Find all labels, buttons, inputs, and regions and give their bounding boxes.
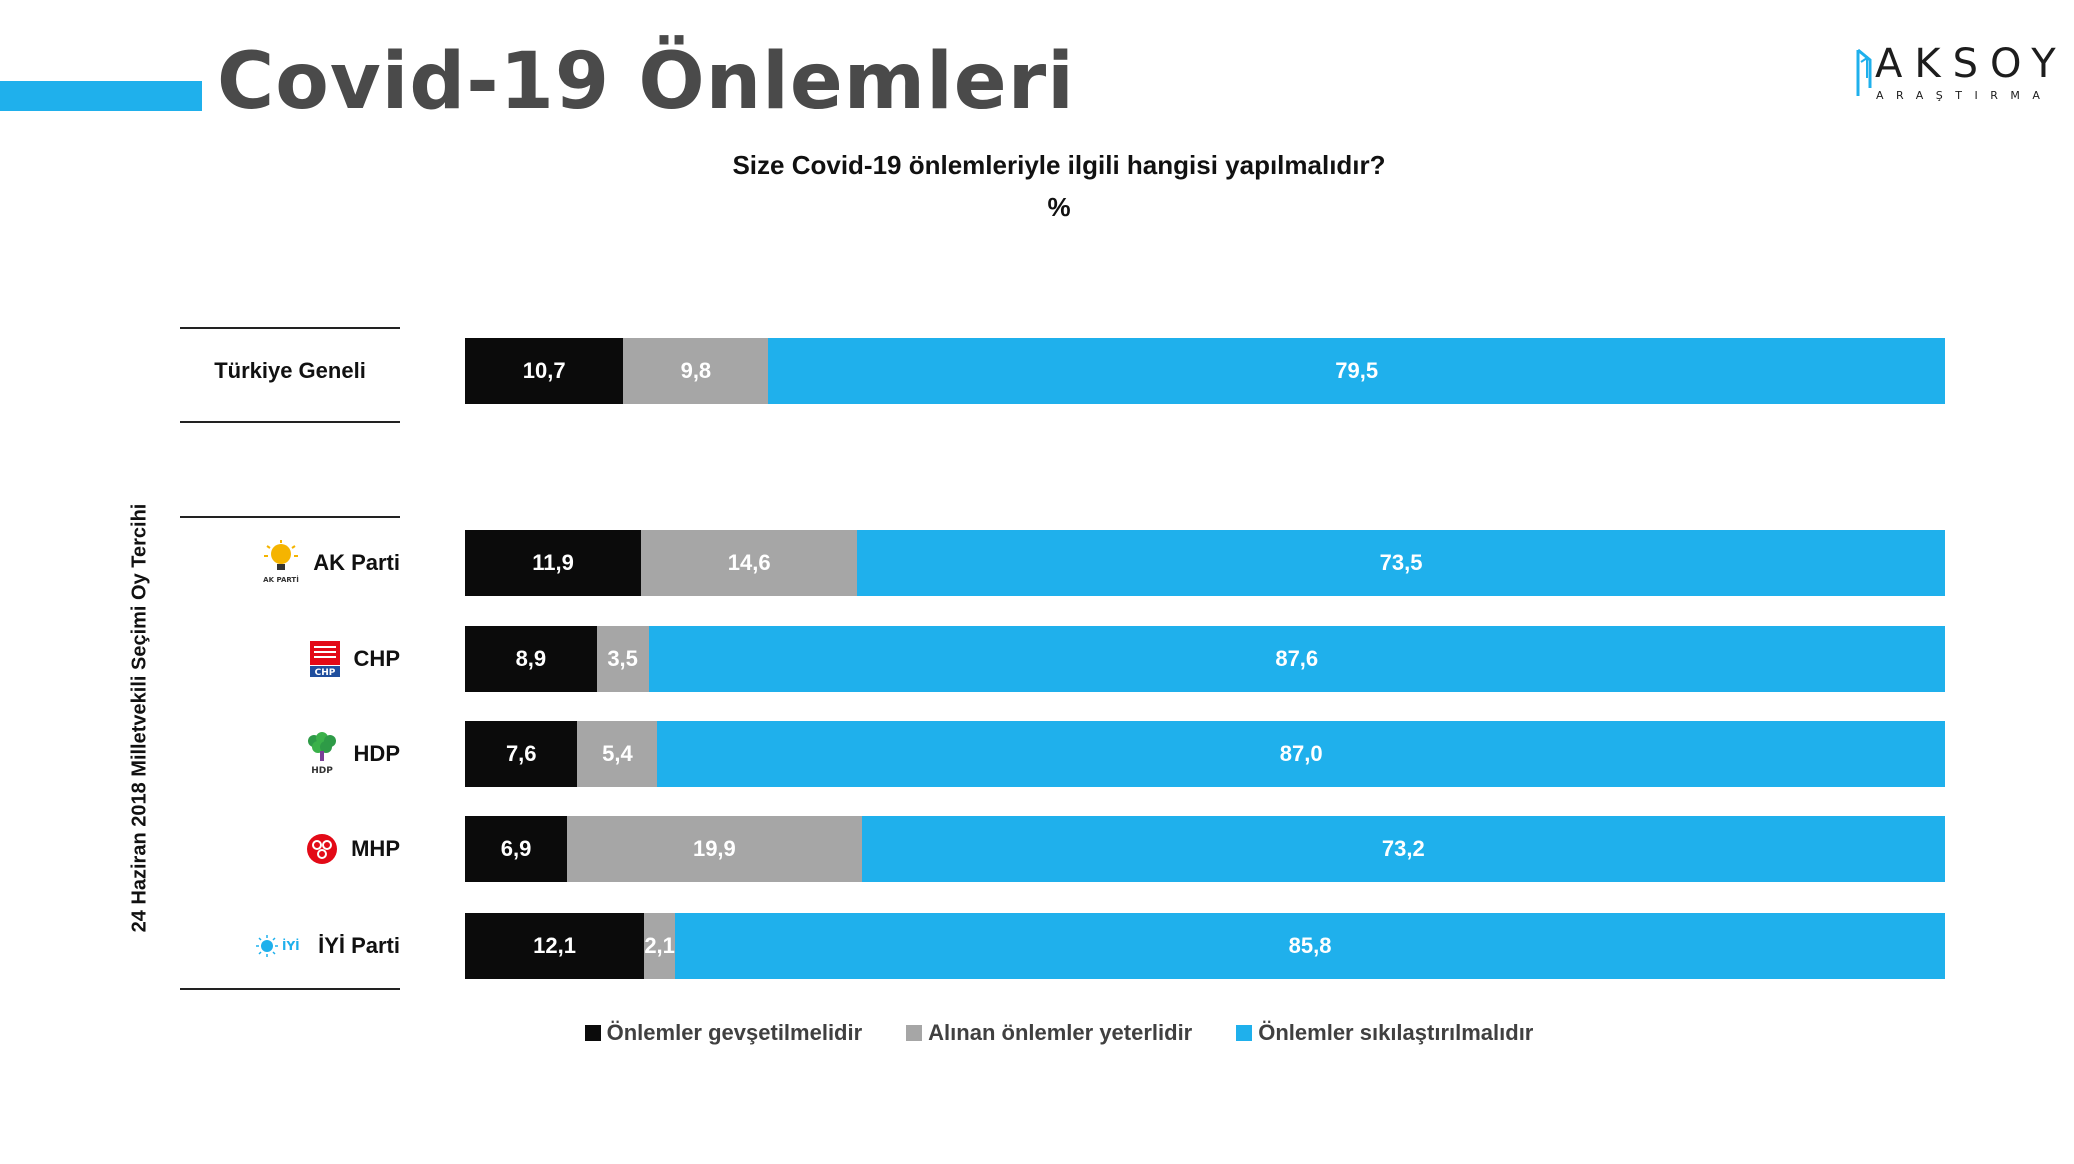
category-label-text: İYİ Parti (318, 933, 400, 958)
svg-text:İYİ: İYİ (282, 938, 300, 953)
category-label: CHP CHP (180, 626, 400, 692)
divider-line (180, 327, 400, 329)
bar-row: 12,1 2,1 85,8 (465, 913, 1945, 979)
data-label: 6,9 (500, 836, 532, 861)
category-label-text: CHP (353, 646, 400, 671)
data-label: 73,2 (1381, 836, 1425, 861)
bar-segment: 2,1 (644, 913, 676, 979)
title-accent-bar (0, 81, 202, 111)
data-label: 7,6 (505, 741, 537, 766)
data-label: 73,5 (1379, 550, 1423, 575)
divider-line (180, 988, 400, 990)
category-label-text: Türkiye Geneli (214, 358, 366, 383)
bar-row: 8,9 3,5 87,6 (465, 626, 1945, 692)
bar-segment: 10,7 (465, 338, 624, 404)
data-label: 3,5 (607, 646, 638, 671)
bar-segment: 79,5 (768, 338, 1945, 404)
category-label: MHP (180, 816, 400, 882)
legend-swatch (584, 1025, 601, 1041)
category-label: AK PARTİ AK Parti (180, 530, 400, 596)
brand-subtitle: ARAŞTIRMA (1876, 89, 2053, 102)
legend-swatch (1236, 1025, 1253, 1041)
legend-item: Önlemler sıkılaştırılmalıdır (1236, 1020, 1533, 1046)
bar-segment: 87,6 (648, 626, 1945, 692)
data-label: 8,9 (515, 646, 547, 671)
data-label: 2,1 (644, 933, 675, 958)
data-label: 87,6 (1275, 646, 1319, 671)
data-label: 85,8 (1288, 933, 1332, 958)
brand-name: AKSOY (1875, 41, 2068, 87)
data-label: 19,9 (692, 836, 736, 861)
chart-legend: Önlemler gevşetilmelidir Alınan önlemler… (0, 1020, 2074, 1046)
bar-row: 6,9 19,9 73,2 (465, 816, 1945, 882)
chart-title: Size Covid-19 önlemleriyle ilgili hangis… (732, 150, 1386, 180)
brand-mark-icon (1856, 48, 1872, 96)
category-label: HDP HDP (180, 721, 400, 787)
legend-label: Önlemler sıkılaştırılmalıdır (1258, 1020, 1534, 1045)
bar-segment: 85,8 (675, 913, 1945, 979)
bar-segment: 9,8 (623, 338, 769, 404)
bar-segment: 19,9 (567, 816, 862, 882)
data-label: 9,8 (680, 358, 712, 383)
mhp-logo-icon (305, 832, 339, 866)
divider-line (180, 421, 400, 423)
bar-row: 11,9 14,6 73,5 (465, 530, 1945, 596)
bar-segment: 6,9 (465, 816, 568, 882)
bar-segment: 11,9 (465, 530, 642, 596)
bar-segment: 12,1 (465, 913, 645, 979)
bar-segment: 8,9 (465, 626, 597, 692)
data-label: 14,6 (727, 550, 771, 575)
chp-logo-icon: CHP (308, 639, 342, 679)
bar-row: 7,6 5,4 87,0 (465, 721, 1945, 787)
legend-label: Önlemler gevşetilmelidir (606, 1020, 863, 1045)
bar-segment: 87,0 (657, 721, 1945, 787)
category-label-text: HDP (353, 741, 400, 766)
data-label: 5,4 (602, 741, 633, 766)
legend-swatch (906, 1025, 923, 1041)
page-title: Covid-19 Önlemleri (217, 37, 1075, 127)
legend-label: Alınan önlemler yeterlidir (928, 1020, 1193, 1045)
data-label: 79,5 (1335, 358, 1379, 383)
iyi-logo-icon: İYİ (256, 933, 306, 959)
bar-segment: 7,6 (465, 721, 578, 787)
bar-segment: 3,5 (596, 626, 649, 692)
data-label: 11,9 (532, 550, 574, 575)
bar-row: 10,7 9,8 79,5 (465, 338, 1945, 404)
svg-text:HDP: HDP (311, 766, 333, 776)
category-label-text: AK Parti (313, 550, 400, 575)
chart-unit: % (1047, 192, 1071, 222)
bar-segment: 14,6 (641, 530, 858, 596)
divider-line (180, 516, 400, 518)
category-label: Türkiye Geneli (180, 338, 400, 404)
svg-text:AK PARTİ: AK PARTİ (263, 575, 299, 584)
legend-item: Önlemler gevşetilmelidir (584, 1020, 863, 1046)
data-label: 10,7 (522, 358, 566, 383)
hdp-logo-icon: HDP (302, 731, 342, 777)
legend-item: Alınan önlemler yeterlidir (906, 1020, 1192, 1046)
bar-segment: 73,5 (857, 530, 1945, 596)
category-label-text: MHP (351, 836, 400, 861)
category-label: İYİ İYİ Parti (180, 913, 400, 979)
data-label: 87,0 (1279, 741, 1323, 766)
data-label: 12,1 (533, 933, 576, 958)
svg-text:CHP: CHP (314, 668, 335, 678)
group-axis-label-text: 24 Haziran 2018 Milletvekili Seçimi Oy T… (128, 503, 151, 933)
bar-segment: 73,2 (861, 816, 1945, 882)
brand-logo: AKSOY ARAŞTIRMA (1855, 44, 2056, 104)
bar-segment: 5,4 (577, 721, 658, 787)
akparti-logo-icon: AK PARTİ (261, 540, 301, 586)
